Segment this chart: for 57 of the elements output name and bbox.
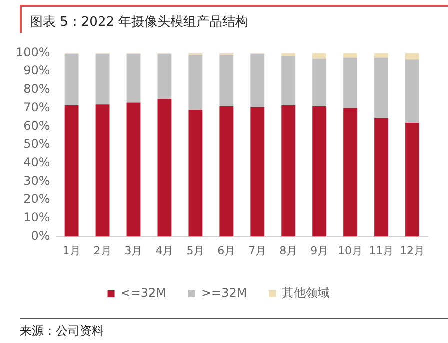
bar (374, 53, 389, 58)
bar (64, 106, 79, 237)
legend-label: <=32M (120, 286, 166, 300)
x-tick-label: 12月 (400, 244, 426, 258)
y-tick-label: 30% (24, 174, 50, 188)
bar (312, 53, 327, 59)
bar (406, 60, 420, 123)
bar (344, 53, 358, 58)
x-tick-label: 8月 (280, 244, 298, 258)
y-tick-label: 80% (24, 82, 50, 96)
x-tick-label: 10月 (338, 244, 364, 258)
bar (220, 55, 234, 106)
x-tick-label: 1月 (62, 244, 81, 258)
y-tick-label: 0% (31, 228, 50, 243)
bar (250, 107, 265, 237)
bar (406, 53, 420, 60)
bar (406, 122, 420, 237)
y-tick-label: 70% (24, 100, 50, 114)
bar (188, 55, 203, 110)
bar (188, 110, 203, 237)
y-tick-label: 10% (24, 210, 50, 225)
y-tick-label: 90% (24, 64, 50, 78)
x-tick-label: 5月 (186, 244, 205, 258)
x-tick-label: 3月 (124, 244, 143, 258)
bar (250, 54, 265, 108)
bar (96, 104, 110, 237)
x-tick-label: 9月 (310, 244, 329, 258)
y-tick-label: 50% (24, 137, 50, 152)
y-tick-label: 40% (24, 155, 50, 170)
bar (282, 56, 296, 106)
y-tick-label: 60% (24, 118, 50, 133)
x-tick-label: 11月 (369, 244, 394, 258)
bar (374, 58, 389, 118)
bar (344, 58, 358, 108)
chart-title: 图表 5：2022 年摄像头模组产品结构 (20, 5, 448, 33)
legend-label: >=32M (202, 286, 248, 300)
bar (312, 106, 327, 237)
bar (96, 54, 110, 105)
x-tick-label: 6月 (218, 244, 236, 258)
bar (344, 108, 358, 237)
y-tick-label: 20% (24, 192, 50, 206)
bar (158, 54, 172, 100)
source-note: 来源：公司资料 (20, 318, 448, 340)
y-tick-label: 100% (16, 45, 50, 60)
bar (126, 54, 141, 103)
bar (312, 58, 327, 106)
bar (282, 106, 296, 237)
x-tick-label: 4月 (156, 244, 174, 258)
bar (126, 102, 141, 237)
x-tick-label: 7月 (248, 244, 267, 258)
bar (64, 54, 79, 106)
bar (374, 118, 389, 237)
bar (220, 106, 234, 237)
bar (282, 53, 296, 56)
x-tick-label: 2月 (94, 244, 112, 258)
legend-label: 其他领域 (282, 286, 330, 300)
bar (158, 99, 172, 237)
